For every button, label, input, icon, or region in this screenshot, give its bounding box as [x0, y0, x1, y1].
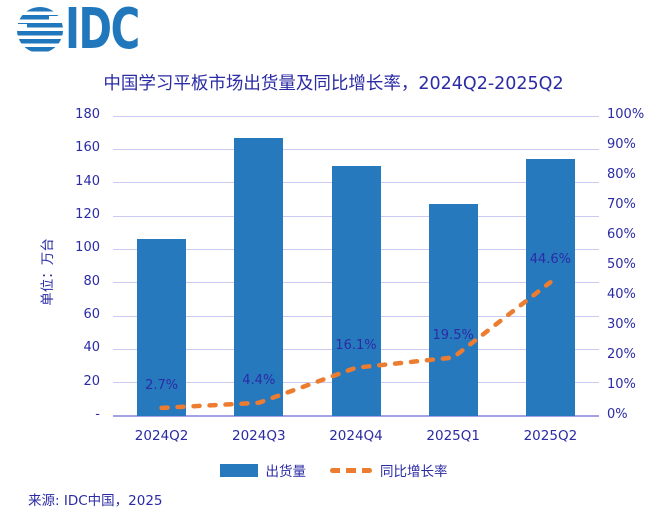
left-axis-tick: 160: [75, 140, 100, 156]
shipments-bar: [428, 204, 478, 416]
x-axis-label: 2024Q4: [329, 428, 383, 444]
right-axis-tick: 60%: [607, 227, 636, 242]
x-axis-label: 2024Q3: [232, 428, 286, 444]
legend-item-growth: 同比增长率: [330, 460, 448, 480]
legend-bar-swatch-icon: [219, 463, 258, 477]
left-axis-tick: 180: [75, 107, 100, 122]
idc-globe-icon: [17, 7, 63, 53]
right-axis-tick: 40%: [607, 287, 636, 302]
legend-item-shipments: 出货量: [219, 460, 307, 480]
left-axis-tick: 40: [83, 340, 100, 356]
right-axis-tick: 90%: [607, 137, 636, 152]
legend: 出货量 同比增长率: [0, 460, 667, 480]
growth-point-label: 19.5%: [432, 327, 474, 343]
right-axis-tick: 30%: [607, 317, 636, 332]
idc-logo: IDC: [17, 0, 167, 62]
legend-line-label: 同比增长率: [380, 464, 448, 480]
growth-point-label: 2.7%: [145, 377, 179, 393]
gridline: [113, 115, 599, 117]
right-axis-tick: 0%: [607, 407, 628, 422]
growth-point-label: 44.6%: [529, 252, 572, 268]
left-axis-tick: 80: [83, 273, 100, 289]
gridline: [113, 148, 599, 150]
left-axis-tick: 120: [75, 207, 100, 222]
right-axis-tick: 50%: [607, 257, 636, 272]
right-axis-tick: 70%: [607, 197, 636, 212]
left-axis-tick: 20: [83, 373, 100, 389]
x-axis-label: 2025Q1: [426, 428, 480, 444]
left-axis-tick: -: [95, 407, 100, 422]
source-note: 来源: IDC中国，2025: [28, 493, 163, 509]
growth-point-label: 4.4%: [242, 372, 276, 388]
idc-logo-text: IDC: [65, 0, 140, 62]
left-axis-tick: 140: [75, 173, 100, 189]
shipments-bar: [331, 166, 381, 416]
chart-title: 中国学习平板市场出货量及同比增长率，2024Q2-2025Q2: [103, 74, 564, 94]
legend-bar-label: 出货量: [265, 464, 307, 480]
growth-point-label: 16.1%: [335, 337, 377, 353]
left-axis-tick: 60: [83, 307, 100, 322]
right-axis-tick: 80%: [607, 167, 636, 182]
x-axis-label: 2025Q2: [523, 428, 578, 444]
right-axis-tick: 20%: [607, 347, 636, 362]
right-axis-tick: 100%: [607, 107, 645, 122]
legend-dashed-line-swatch-icon: [330, 467, 372, 473]
right-axis-tick: 10%: [607, 377, 636, 392]
left-axis-tick: 100: [75, 240, 100, 256]
shipments-bar: [525, 159, 575, 416]
x-axis-line: [113, 415, 599, 417]
x-axis-label: 2024Q2: [134, 428, 189, 444]
